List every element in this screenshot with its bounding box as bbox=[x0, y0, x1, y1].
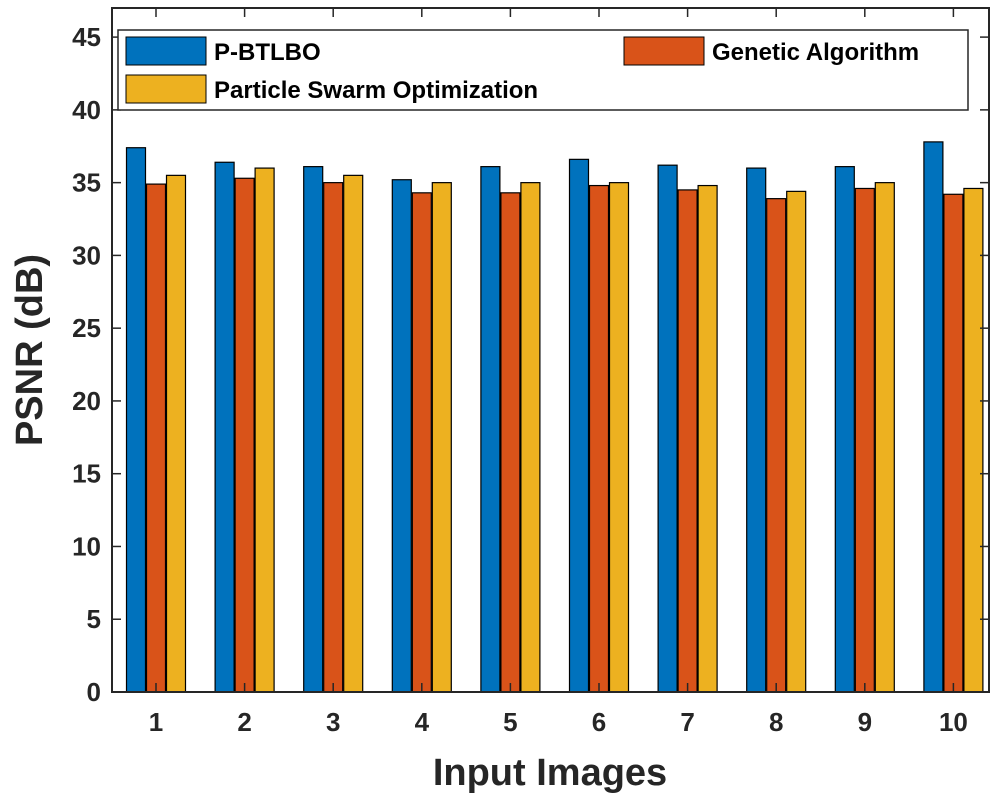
bar-genetic-algorithm-2 bbox=[234, 177, 255, 693]
x-tick-label: 4 bbox=[415, 707, 430, 737]
bar-particle-swarm-optimization-10 bbox=[963, 187, 984, 693]
bar-particle-swarm-optimization-1 bbox=[165, 174, 187, 693]
bar-particle-swarm-optimization-2 bbox=[254, 167, 275, 693]
bar-particle-swarm-optimization-4 bbox=[431, 182, 452, 693]
x-tick-label: 10 bbox=[939, 707, 968, 737]
x-tick-label: 5 bbox=[503, 707, 517, 737]
bar-p-btlbo-6 bbox=[568, 158, 590, 693]
legend-label-pso: Particle Swarm Optimization bbox=[214, 77, 538, 104]
bar-genetic-algorithm-6 bbox=[588, 184, 610, 693]
x-tick-labels: 1 2 3 4 5 6 7 8 9 10 bbox=[149, 707, 968, 737]
bar-p-btlbo-1 bbox=[125, 147, 147, 693]
bar-genetic-algorithm-1 bbox=[145, 183, 167, 693]
bar-p-btlbo-2 bbox=[214, 161, 235, 693]
bar-genetic-algorithm-7 bbox=[677, 189, 698, 693]
y-tick-label: 0 bbox=[87, 677, 101, 707]
x-tick-label: 6 bbox=[592, 707, 606, 737]
y-tick-label: 35 bbox=[72, 168, 101, 198]
legend-swatch-p-btlbo bbox=[125, 36, 207, 66]
bar-particle-swarm-optimization-8 bbox=[786, 190, 807, 693]
x-tick-label: 3 bbox=[326, 707, 340, 737]
plot-frame bbox=[111, 7, 990, 693]
bar-genetic-algorithm-10 bbox=[943, 193, 964, 693]
x-tick-label: 8 bbox=[769, 707, 783, 737]
x-tick-label: 2 bbox=[237, 707, 251, 737]
bar-p-btlbo-4 bbox=[391, 179, 412, 693]
legend-label-p-btlbo: P-BTLBO bbox=[214, 39, 321, 66]
y-tick-label: 10 bbox=[72, 531, 101, 561]
bar-particle-swarm-optimization-3 bbox=[343, 174, 364, 693]
x-axis-title: Input Images bbox=[433, 752, 667, 794]
legend-box bbox=[117, 29, 969, 111]
bar-genetic-algorithm-3 bbox=[323, 182, 344, 693]
bar-p-btlbo-8 bbox=[746, 167, 767, 693]
legend-label-genetic-algorithm: Genetic Algorithm bbox=[712, 39, 919, 66]
bar-particle-swarm-optimization-5 bbox=[520, 182, 541, 693]
bar-p-btlbo-5 bbox=[480, 166, 501, 693]
y-tick-label: 30 bbox=[72, 240, 101, 270]
x-tick-label: 1 bbox=[149, 707, 163, 737]
bar-p-btlbo-7 bbox=[657, 164, 678, 693]
bar-genetic-algorithm-9 bbox=[854, 187, 875, 693]
bar-particle-swarm-optimization-6 bbox=[608, 182, 630, 693]
bar-genetic-algorithm-4 bbox=[411, 192, 432, 693]
legend: P-BTLBO Genetic Algorithm Particle Swarm… bbox=[117, 29, 969, 111]
bar-p-btlbo-10 bbox=[923, 141, 944, 693]
bars-group bbox=[125, 141, 984, 693]
legend-swatch-genetic-algorithm bbox=[623, 36, 705, 66]
y-tick-label: 25 bbox=[72, 313, 101, 343]
y-tick-label: 15 bbox=[72, 459, 101, 489]
legend-swatch-pso bbox=[125, 74, 207, 104]
bar-particle-swarm-optimization-9 bbox=[874, 182, 895, 693]
bar-particle-swarm-optimization-7 bbox=[697, 184, 718, 693]
bar-genetic-algorithm-5 bbox=[500, 192, 521, 693]
bar-genetic-algorithm-8 bbox=[766, 198, 787, 693]
y-tick-label: 20 bbox=[72, 386, 101, 416]
y-tick-labels: 0 5 10 15 20 25 30 35 40 45 bbox=[72, 22, 101, 707]
y-tick-label: 5 bbox=[87, 604, 101, 634]
bar-p-btlbo-3 bbox=[303, 166, 324, 693]
y-axis-title: PSNR (dB) bbox=[9, 254, 51, 446]
x-tick-label: 9 bbox=[858, 707, 872, 737]
y-tick-label: 40 bbox=[72, 95, 101, 125]
x-tick-label: 7 bbox=[680, 707, 694, 737]
ticks-group bbox=[112, 8, 989, 693]
bar-p-btlbo-9 bbox=[834, 166, 855, 693]
y-tick-label: 45 bbox=[72, 22, 101, 52]
